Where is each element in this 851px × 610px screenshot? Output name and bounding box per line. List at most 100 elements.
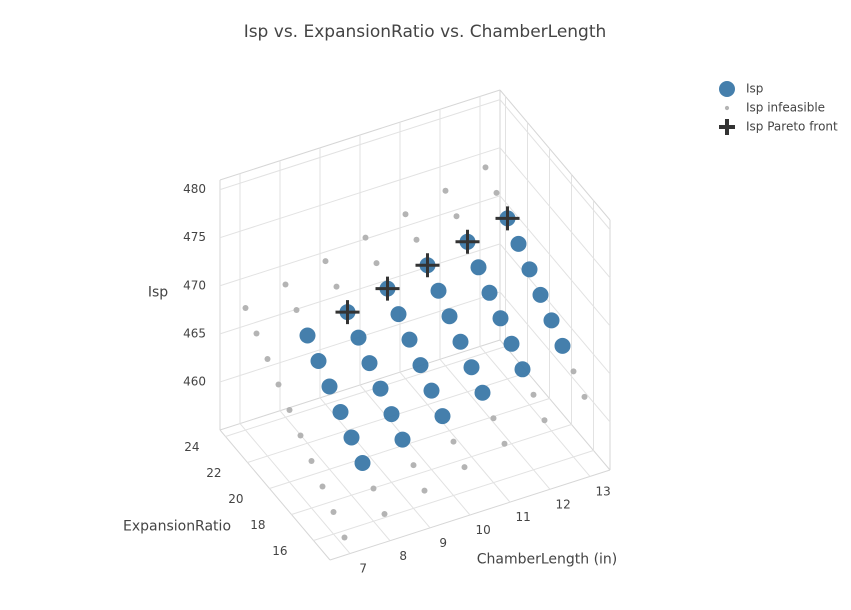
z-grid-line (499, 291, 611, 423)
z-tick-label: 465 (183, 326, 206, 340)
z-grid-line (499, 99, 611, 230)
point (412, 357, 429, 374)
axis-frame (219, 429, 331, 561)
axis-frame (499, 339, 611, 471)
z-grid-line (219, 147, 501, 239)
point (482, 164, 489, 171)
point (293, 307, 300, 314)
point (452, 333, 469, 350)
point (514, 361, 531, 378)
point (413, 236, 420, 243)
point (297, 432, 304, 439)
point (481, 284, 498, 301)
y-grid-line (291, 424, 572, 515)
pareto-marker (415, 253, 440, 278)
point (541, 417, 548, 424)
point (463, 359, 480, 376)
point (402, 211, 409, 218)
point (450, 438, 457, 445)
point (581, 393, 588, 400)
point (441, 308, 458, 325)
point (423, 382, 440, 399)
point (299, 327, 316, 344)
x-tick-label: 11 (516, 510, 531, 524)
point (503, 335, 520, 352)
y-grid-line (269, 398, 550, 489)
x-tick-label: 13 (596, 485, 611, 499)
point (492, 310, 509, 327)
point (362, 234, 369, 241)
point (532, 286, 549, 303)
x-axis-title: ChamberLength (in) (477, 552, 618, 568)
point (282, 281, 289, 288)
point (319, 483, 326, 490)
z-grid-line (219, 195, 501, 287)
point (724, 105, 730, 111)
point (383, 406, 400, 423)
point (341, 534, 348, 541)
point (461, 464, 468, 471)
point (474, 384, 491, 401)
point (321, 378, 338, 395)
x-tick-label: 9 (439, 536, 447, 550)
point (343, 429, 360, 446)
point (361, 355, 378, 372)
point (390, 306, 407, 323)
point (543, 312, 560, 329)
point (442, 187, 449, 194)
point (453, 213, 460, 220)
z-tick-label: 480 (183, 182, 206, 196)
point (521, 261, 538, 278)
x-grid-line (239, 423, 351, 554)
y-grid-line (313, 450, 594, 541)
point (434, 408, 451, 425)
y-axis-title: ExpansionRatio (123, 519, 231, 535)
point (554, 337, 571, 354)
z-grid-line (219, 99, 501, 191)
pareto-marker (719, 119, 735, 135)
y-tick-label: 24 (184, 440, 199, 454)
point (530, 391, 537, 398)
point (381, 511, 388, 518)
y-tick-label: 22 (206, 466, 221, 480)
pareto-marker (375, 276, 400, 301)
point (350, 329, 367, 346)
point (332, 404, 349, 421)
point (275, 381, 282, 388)
legend-label: Isp infeasible (746, 101, 825, 115)
x-tick-label: 7 (359, 562, 367, 576)
point (322, 258, 329, 265)
x-grid-line (279, 410, 391, 542)
point (333, 283, 340, 290)
point (394, 431, 411, 448)
point (719, 81, 735, 97)
x-tick-label: 12 (556, 497, 571, 511)
z-tick-label: 460 (183, 374, 206, 388)
x-grid-line (399, 371, 511, 503)
z-grid-line (499, 147, 611, 279)
pareto-marker (455, 229, 480, 254)
chart-title: Isp vs. ExpansionRatio vs. ChamberLength (244, 22, 607, 42)
point (430, 282, 447, 299)
point (421, 487, 428, 494)
x-grid-line (359, 384, 471, 516)
point (242, 304, 249, 311)
point (493, 189, 500, 196)
pareto-marker (335, 300, 360, 325)
z-grid-line (499, 243, 611, 375)
point (470, 259, 487, 276)
y-tick-label: 20 (228, 492, 243, 506)
x-grid-line (439, 358, 551, 490)
point (410, 462, 417, 469)
y-tick-label: 16 (272, 544, 287, 558)
z-axis-title: Isp (148, 285, 168, 301)
y-grid-line (225, 346, 506, 437)
z-tick-label: 475 (183, 230, 206, 244)
point (310, 353, 327, 370)
point (286, 406, 293, 413)
legend-label: Isp Pareto front (746, 120, 838, 134)
point (330, 508, 337, 515)
x-tick-label: 8 (399, 549, 407, 563)
